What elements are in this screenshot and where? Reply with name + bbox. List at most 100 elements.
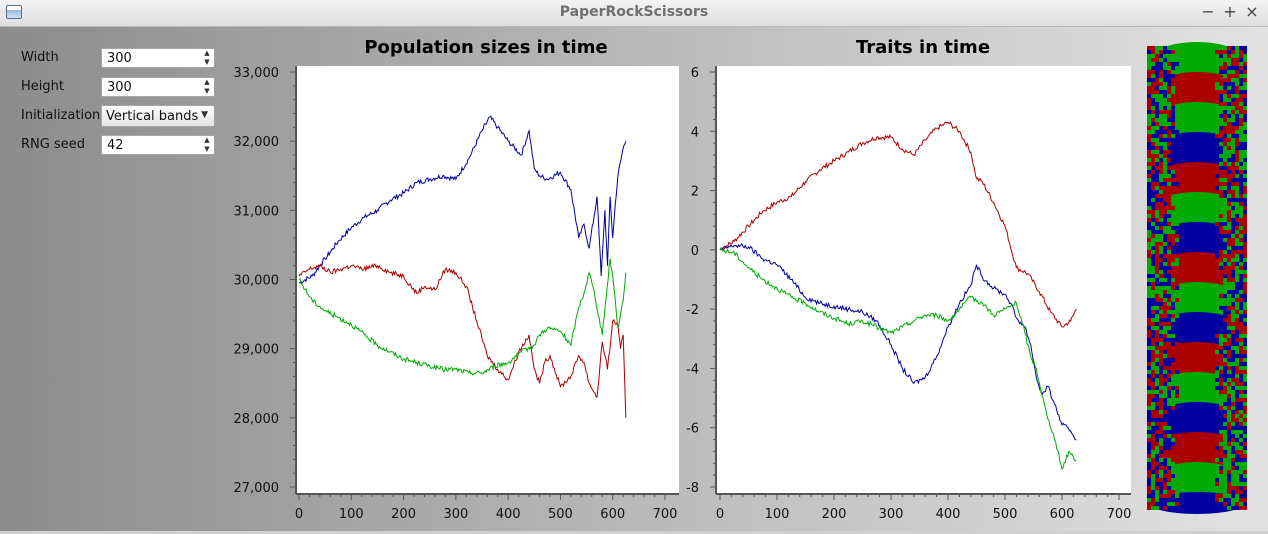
automaton-cell (1235, 230, 1239, 234)
automaton-cell (1235, 214, 1239, 218)
automaton-cell (1151, 378, 1155, 382)
automaton-cell (1239, 178, 1243, 182)
automaton-cell (1243, 438, 1247, 442)
automaton-cell (1163, 410, 1167, 414)
automaton-cell (1159, 326, 1163, 330)
automaton-cell (1167, 302, 1171, 306)
rng-seed-value[interactable]: 42 (107, 138, 124, 153)
automaton-cell (1147, 118, 1151, 122)
automaton-cell (1147, 270, 1151, 274)
automaton-cell (1239, 174, 1243, 178)
automaton-cell (1223, 378, 1227, 382)
automaton-cell (1231, 178, 1235, 182)
automaton-cell (1163, 446, 1167, 450)
population-chart-title: Population sizes in time (364, 37, 608, 58)
automaton-cell (1159, 290, 1163, 294)
automaton-cell (1243, 390, 1247, 394)
automaton-cell (1235, 338, 1239, 342)
automaton-cell (1167, 346, 1171, 350)
automaton-cell (1155, 286, 1159, 290)
automaton-cell (1155, 282, 1159, 286)
automaton-cell (1167, 178, 1171, 182)
height-value[interactable]: 300 (107, 80, 132, 95)
automaton-cell (1239, 482, 1243, 486)
automaton-cell (1155, 486, 1159, 490)
height-decrement-button[interactable]: ▼ (204, 87, 210, 95)
automaton-cell (1163, 406, 1167, 410)
automaton-cell (1167, 90, 1171, 94)
automaton-cell (1159, 178, 1163, 182)
automaton-cell (1239, 426, 1243, 430)
automaton-cell (1151, 330, 1155, 334)
automaton-cell (1215, 226, 1219, 230)
automaton-cell (1239, 478, 1243, 482)
width-spinbox[interactable]: 300 ▲ ▼ (101, 48, 215, 68)
automaton-cell (1151, 358, 1155, 362)
minimize-button[interactable]: − (1201, 2, 1215, 21)
automaton-cell (1227, 90, 1231, 94)
automaton-cell (1239, 394, 1243, 398)
automaton-cell (1151, 366, 1155, 370)
automaton-cell (1239, 70, 1243, 74)
automaton-cell (1151, 490, 1155, 494)
width-increment-button[interactable]: ▲ (204, 49, 210, 57)
maximize-button[interactable]: + (1223, 2, 1237, 21)
automaton-cell (1147, 482, 1151, 486)
automaton-cell (1163, 254, 1167, 258)
automaton-cell (1175, 286, 1179, 290)
automaton-cell (1151, 142, 1155, 146)
automaton-cell (1231, 78, 1235, 82)
automaton-cell (1159, 394, 1163, 398)
automaton-cell (1235, 470, 1239, 474)
automaton-cell (1151, 282, 1155, 286)
automaton-cell (1243, 154, 1247, 158)
automaton-cell (1163, 230, 1167, 234)
automaton-cell (1147, 262, 1151, 266)
automaton-cell (1151, 418, 1155, 422)
automaton-cell (1151, 134, 1155, 138)
initialization-value[interactable]: Vertical bands (106, 109, 199, 124)
automaton-cell (1163, 394, 1167, 398)
width-decrement-button[interactable]: ▼ (204, 58, 210, 66)
automaton-cell (1235, 450, 1239, 454)
rng-seed-spinbox[interactable]: 42 ▲ ▼ (101, 135, 215, 155)
automaton-cell (1223, 54, 1227, 58)
automaton-cell (1167, 242, 1171, 246)
automaton-cell (1163, 354, 1167, 358)
automaton-cell (1235, 286, 1239, 290)
automaton-cell (1163, 402, 1167, 406)
automaton-cell (1159, 370, 1163, 374)
automaton-cell (1147, 154, 1151, 158)
automaton-cell (1155, 110, 1159, 114)
automaton-cell (1163, 98, 1167, 102)
population-series-line (298, 115, 627, 285)
automaton-cell (1235, 454, 1239, 458)
automaton-cell (1151, 202, 1155, 206)
automaton-cell (1163, 390, 1167, 394)
automaton-cell (1159, 342, 1163, 346)
automaton-cell (1159, 438, 1163, 442)
automaton-cell (1235, 386, 1239, 390)
automaton-cell (1219, 86, 1223, 90)
automaton-cell (1235, 382, 1239, 386)
close-button[interactable]: × (1245, 2, 1259, 21)
automaton-cell (1163, 154, 1167, 158)
width-value[interactable]: 300 (107, 51, 132, 66)
rng-seed-increment-button[interactable]: ▲ (204, 136, 210, 144)
rng-seed-decrement-button[interactable]: ▼ (204, 145, 210, 153)
automaton-cell (1227, 246, 1231, 250)
height-increment-button[interactable]: ▲ (204, 78, 210, 86)
initialization-select[interactable]: Vertical bands ▼ (101, 105, 215, 127)
automaton-cell (1243, 298, 1247, 302)
automaton-cell (1171, 126, 1175, 130)
automaton-cell (1243, 78, 1247, 82)
automaton-cell (1147, 338, 1151, 342)
automaton-cell (1231, 102, 1235, 106)
automaton-cell (1239, 266, 1243, 270)
automaton-cell (1147, 350, 1151, 354)
automaton-cell (1243, 98, 1247, 102)
automaton-cell (1227, 314, 1231, 318)
height-spinbox[interactable]: 300 ▲ ▼ (101, 77, 215, 97)
automaton-cell (1231, 294, 1235, 298)
automaton-cell (1239, 342, 1243, 346)
